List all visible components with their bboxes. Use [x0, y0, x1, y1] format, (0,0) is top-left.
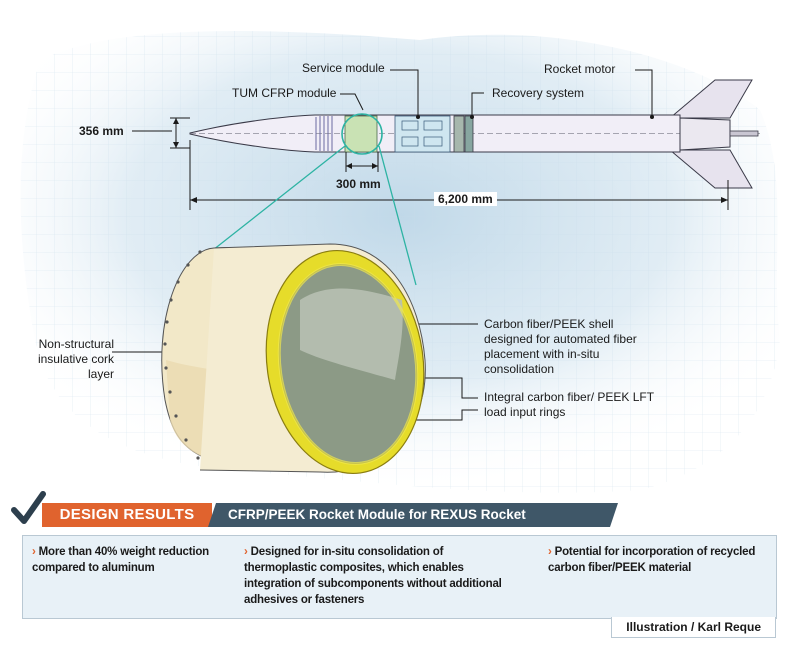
rocket-fins — [668, 79, 753, 189]
label-service-module: Service module — [302, 61, 385, 75]
label-rocket-motor: Rocket motor — [544, 62, 616, 76]
chevron-right-icon: › — [32, 546, 36, 558]
label-tum-cfrp-module: TUM CFRP module — [232, 86, 337, 100]
label-load-rings: Integral carbon fiber/ PEEK LFT load inp… — [484, 390, 654, 419]
dimension-300: 300 mm — [336, 177, 381, 191]
checkmark-icon — [11, 491, 46, 524]
rocket-body — [189, 114, 760, 153]
result-item-2: › Designed for in-situ consolidation of t… — [244, 546, 502, 606]
result-item-1: › More than 40% weight reduction compared… — [32, 546, 209, 574]
dimension-6200: 6,200 mm — [434, 192, 497, 206]
chevron-right-icon: › — [244, 546, 248, 558]
design-results-title: CFRP/PEEK Rocket Module for REXUS Rocket — [208, 503, 618, 527]
label-recovery-system: Recovery system — [492, 86, 585, 100]
chevron-right-icon: › — [548, 546, 552, 558]
label-cf-shell: Carbon fiber/PEEK shell designed for aut… — [484, 317, 637, 376]
design-results-panel — [22, 535, 777, 619]
design-results-tag: DESIGN RESULTS — [42, 503, 212, 527]
dimension-356: 356 mm — [79, 124, 124, 138]
illustration-credit: Illustration / Karl Reque — [611, 617, 776, 638]
zoom-circle — [341, 113, 383, 155]
label-cork-layer: Non-structural insulative cork layer — [37, 337, 114, 381]
cfrp-module-cylinder — [161, 243, 426, 475]
result-item-3: › Potential for incorporation of recycled… — [548, 546, 756, 574]
